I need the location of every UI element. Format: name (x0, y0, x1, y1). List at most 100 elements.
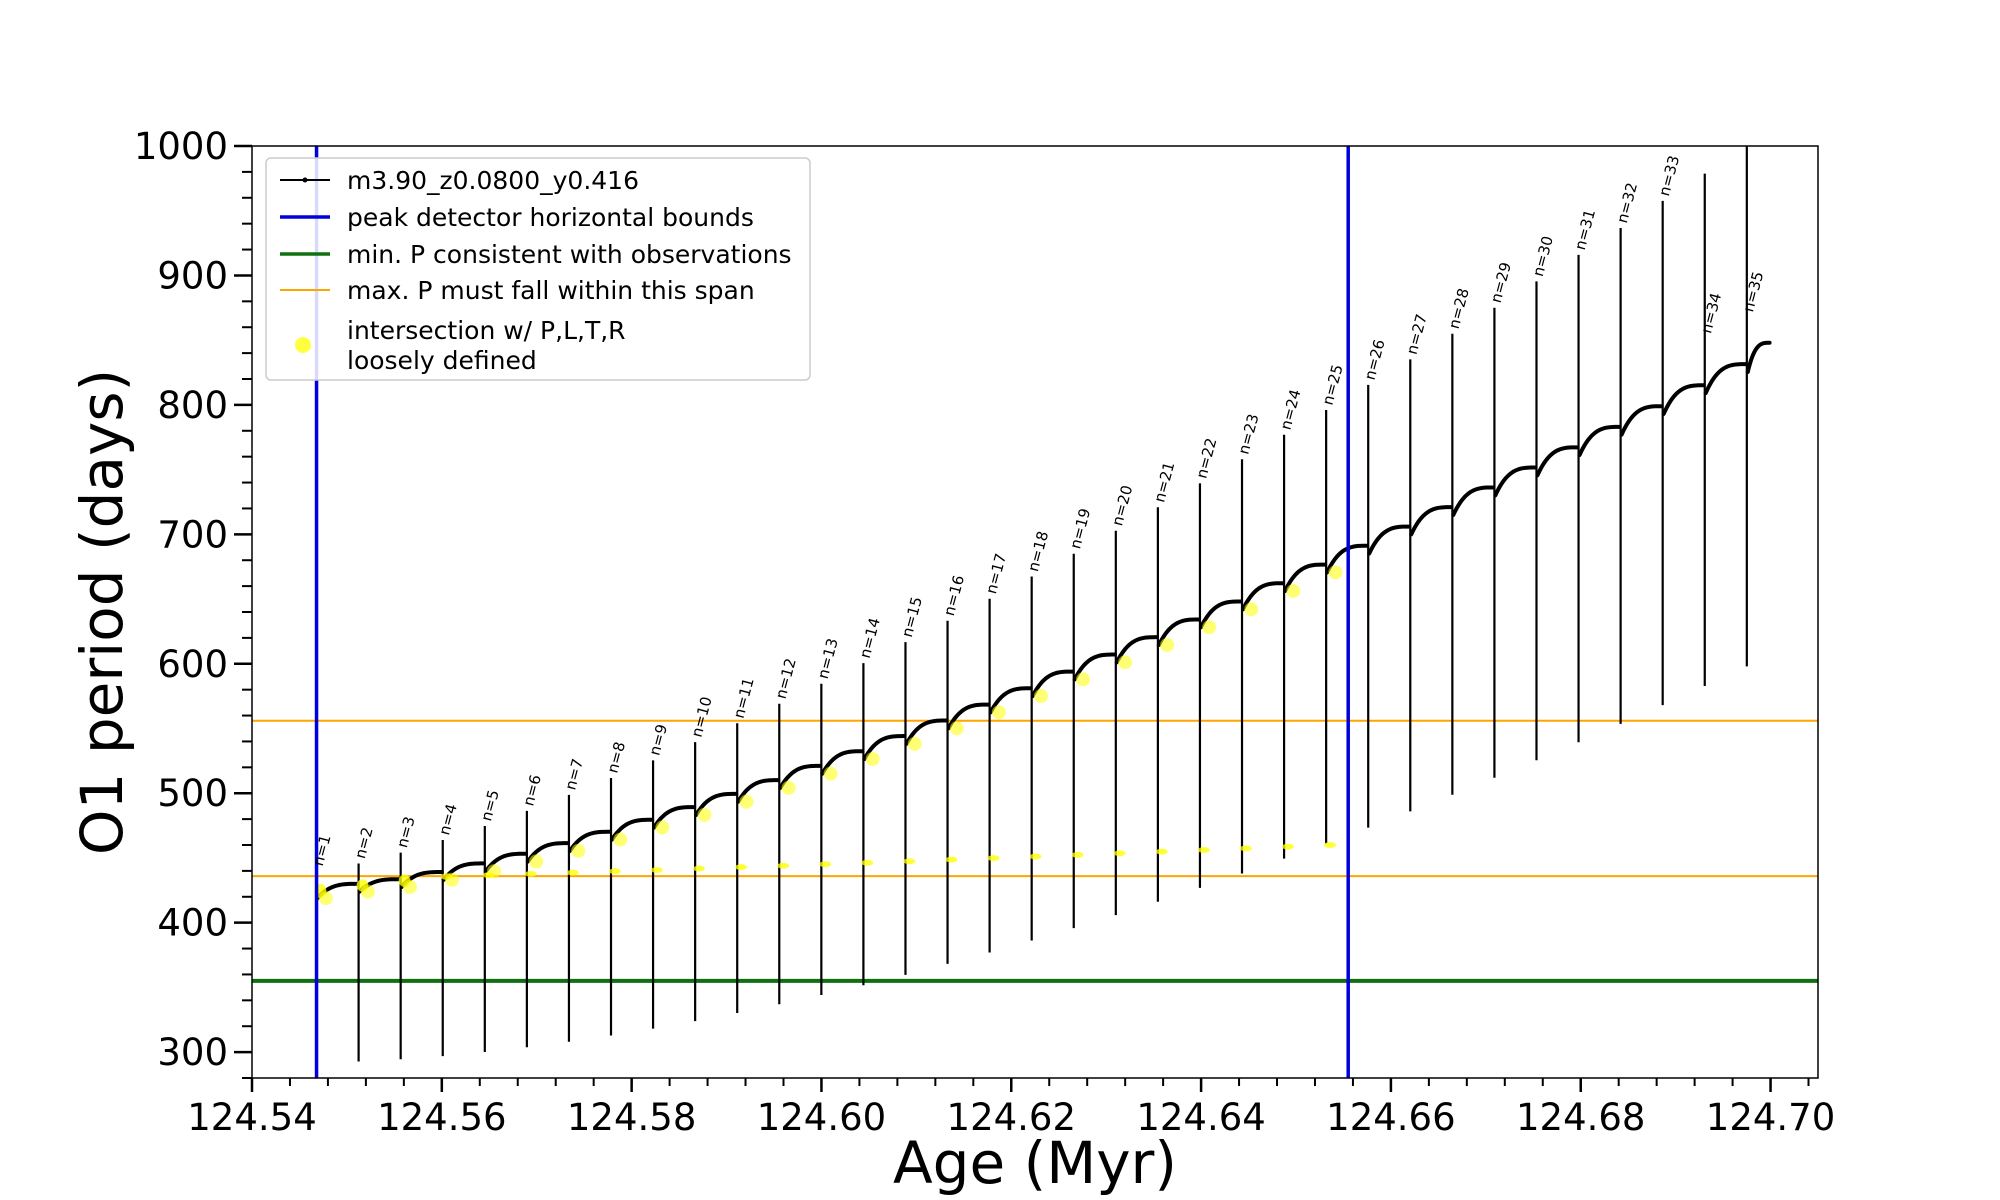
y-axis: 300 400 500 600 700 800 900 1000 (134, 125, 252, 1079)
intersection-region-16 (945, 856, 958, 863)
intersection-point-6 (529, 854, 544, 869)
intersection-region-17 (987, 855, 1000, 862)
legend-label-1: peak detector horizontal bounds (347, 203, 754, 232)
pulse-curve-24 (1283, 562, 1328, 593)
pulse-curve-9 (652, 805, 697, 830)
plot-area (252, 146, 1818, 1078)
pulse-label-n10: n=10 (688, 695, 716, 739)
x-axis-title: Age (Myr) (893, 1129, 1177, 1197)
intersection-region-12 (777, 862, 790, 869)
intersection-point-12 (781, 780, 796, 795)
pulse-label-n8: n=8 (603, 740, 629, 775)
intersection-point-21 (1160, 637, 1175, 652)
x-tick-label: 124.66 (1326, 1096, 1455, 1139)
pulse-curve-35 (1745, 340, 1772, 374)
pulse-label-n20: n=20 (1108, 483, 1136, 527)
legend-label-0: m3.90_z0.0800_y0.416 (347, 166, 639, 195)
legend-marker-model (302, 177, 308, 183)
series-intersection-points (314, 565, 1343, 906)
x-tick-label: 124.68 (1516, 1096, 1645, 1139)
intersection-point-4 (444, 872, 459, 887)
intersection-region-10 (693, 865, 705, 872)
intersection-point-9 (655, 820, 670, 835)
pulse-label-n13: n=13 (814, 636, 842, 680)
intersection-point-5 (487, 864, 502, 879)
intersection-region-18 (1029, 853, 1042, 860)
x-tick-label: 124.60 (757, 1096, 886, 1139)
pulse-curve-8 (610, 817, 655, 842)
intersection-region-24 (1282, 843, 1294, 850)
intersection-region-15 (903, 858, 916, 865)
pulse-curve-31 (1577, 424, 1622, 458)
intersection-point-17 (991, 705, 1006, 720)
x-tick-label: 124.62 (947, 1096, 1076, 1139)
legend-label-4: loosely defined (347, 346, 537, 375)
pulse-curve-28 (1451, 485, 1496, 517)
intersection-region-25 (1324, 841, 1336, 848)
pulse-curve-26 (1367, 524, 1412, 556)
x-tick-label: 124.70 (1706, 1096, 1835, 1139)
pulse-label-n7: n=7 (561, 757, 587, 792)
pulse-label-n19: n=19 (1066, 506, 1094, 550)
pulse-label-n14: n=14 (856, 616, 884, 660)
pulse-curve-13 (820, 749, 865, 776)
y-tick-label: 300 (157, 1031, 228, 1074)
pulse-curve-4 (441, 861, 486, 882)
y-tick-label: 500 (157, 772, 228, 815)
pulse-label-n25: n=25 (1319, 363, 1347, 407)
intersection-region-19 (1071, 851, 1084, 858)
x-tick-label: 124.64 (1136, 1096, 1265, 1139)
pulse-label-n24: n=24 (1277, 387, 1305, 431)
legend-label-2: min. P consistent with observations (347, 240, 792, 269)
intersection-point-11 (739, 794, 754, 809)
legend-label-4: intersection w/ P,L,T,R (347, 316, 626, 345)
intersection-point-24 (1286, 583, 1301, 598)
pulse-label-n27: n=27 (1403, 312, 1431, 356)
pulse-label-n3: n=3 (393, 814, 419, 849)
intersection-point-1 (318, 891, 333, 906)
intersection-region-22 (1197, 847, 1210, 854)
pulse-curve-27 (1409, 505, 1454, 537)
x-axis: 124.54 124.56 124.58 124.60 124.62 124.64 124.… (187, 1078, 1835, 1139)
pulse-label-n34: n=34 (1697, 291, 1725, 335)
pulse-curve-22 (1198, 599, 1244, 630)
y-tick-label: 700 (157, 513, 228, 556)
pulse-label-n23: n=23 (1234, 412, 1262, 456)
y-tick-label: 400 (157, 902, 228, 945)
pulse-curve-16 (946, 702, 991, 731)
x-tick-label: 124.58 (567, 1096, 696, 1139)
legend-marker-intersection (295, 337, 311, 353)
pulse-curve-15 (904, 718, 949, 746)
pulse-label-n28: n=28 (1445, 286, 1473, 330)
pulse-label-n5: n=5 (477, 788, 503, 823)
intersection-region-23 (1240, 845, 1252, 852)
legend-box (265, 157, 811, 381)
pulse-label-n2: n=2 (351, 825, 377, 860)
pulse-curve-7 (567, 829, 613, 853)
intersection-point-23 (1244, 602, 1259, 617)
pulse-curve-19 (1072, 652, 1117, 682)
pulse-label-n35: n=35 (1739, 269, 1767, 313)
pulse-curve-20 (1114, 635, 1159, 665)
intersection-region-8 (609, 868, 621, 875)
intersection-point-7 (571, 843, 586, 858)
pulse-curve-23 (1241, 581, 1286, 612)
series-model-track (315, 146, 1772, 1063)
intersection-point-20 (1118, 655, 1133, 670)
pulse-label-n1: n=1 (309, 833, 335, 868)
pulse-label-n22: n=22 (1192, 436, 1220, 480)
horizontal-reference-lines (252, 719, 1818, 983)
intersection-point-8 (613, 832, 628, 847)
intersection-point-25 (1328, 565, 1343, 580)
pulse-curve-10 (694, 791, 739, 817)
pulse-label-n17: n=17 (982, 551, 1010, 595)
pulse-curve-29 (1493, 465, 1538, 498)
pulse-label-n26: n=26 (1361, 337, 1389, 381)
pulse-label-n12: n=12 (772, 656, 800, 700)
pulse-label-n9: n=9 (646, 722, 672, 757)
pulse-label-n18: n=18 (1024, 529, 1052, 573)
pulse-label-n30: n=30 (1529, 234, 1557, 278)
intersection-point-15 (907, 736, 922, 751)
